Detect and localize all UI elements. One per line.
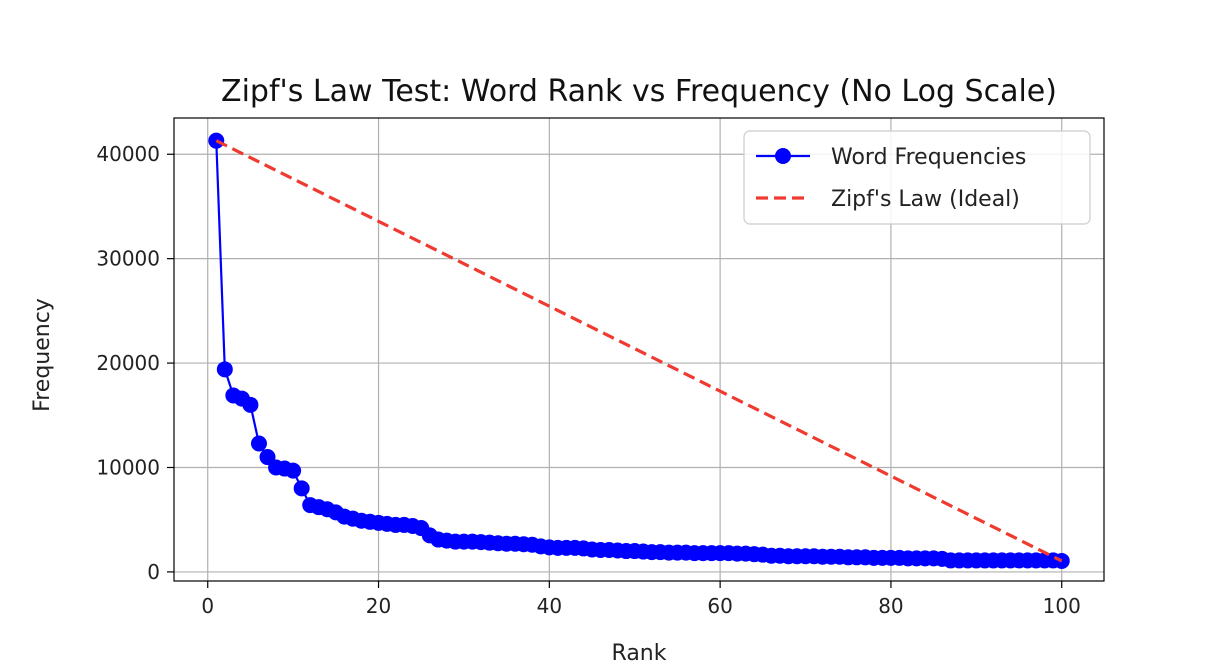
y-axis-label: Frequency — [30, 298, 55, 412]
legend-label-zipf-ideal: Zipf's Law (Ideal) — [831, 187, 1020, 212]
word-frequency-point — [242, 396, 259, 413]
word-frequency-point — [285, 462, 302, 479]
y-tick-label: 20000 — [96, 351, 160, 375]
x-tick-label: 100 — [1043, 594, 1081, 618]
y-tick-label: 0 — [147, 560, 160, 584]
x-tick-label: 0 — [201, 594, 214, 618]
word-frequency-point — [216, 361, 233, 378]
legend-word-frequencies-marker — [775, 148, 791, 164]
y-tick-label: 30000 — [96, 247, 160, 271]
x-axis-label: Rank — [612, 641, 667, 666]
word-frequency-point — [250, 435, 267, 452]
y-tick-label: 10000 — [96, 455, 160, 479]
word-frequency-point — [293, 480, 310, 497]
legend-box — [743, 130, 1091, 225]
zipf-ideal-line — [215, 139, 1063, 563]
axis-ticks: 0 20 40 60 80 100 0 10000 20000 30000 40000 — [96, 142, 1080, 618]
plot-frame — [173, 117, 1105, 582]
plot-series — [208, 132, 1070, 569]
legend-label-word-frequencies: Word Frequencies — [831, 145, 1026, 170]
x-tick-label: 40 — [537, 594, 562, 618]
x-tick-label: 20 — [366, 594, 391, 618]
legend: Word Frequencies Zipf's Law (Ideal) — [743, 130, 1091, 225]
chart-title: Zipf's Law Test: Word Rank vs Frequency … — [221, 74, 1057, 109]
x-tick-label: 60 — [707, 594, 732, 618]
x-tick-label: 80 — [878, 594, 903, 618]
y-tick-label: 40000 — [96, 142, 160, 166]
